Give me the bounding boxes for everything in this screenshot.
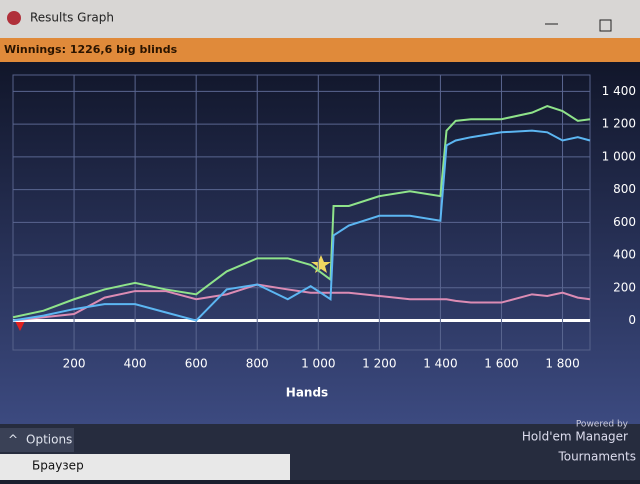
tournaments: Tournaments (557, 450, 636, 464)
app-icon (7, 11, 21, 25)
options-button[interactable] (0, 428, 74, 452)
plot-border (12, 74, 591, 351)
chart-area (0, 62, 640, 424)
x-tick-label: 1 200 (362, 357, 396, 371)
x-tick-label: 800 (246, 357, 269, 371)
series-line (12, 283, 591, 322)
options-caret: ^ (8, 433, 18, 447)
star-marker (311, 255, 331, 273)
powered-by: Powered by (576, 420, 629, 430)
x-tick-label: 200 (63, 357, 86, 371)
x-tick-label: 600 (185, 357, 208, 371)
x-tick-label: 1 600 (484, 357, 518, 371)
y-tick-label: 400 (613, 248, 636, 262)
y-tick-label: 1 400 (602, 84, 636, 98)
series-line (12, 129, 591, 322)
taskbar-item[interactable]: Браузер (32, 459, 84, 473)
series-line (12, 105, 591, 319)
winnings-text: Winnings: 1226,6 big blinds (4, 43, 178, 56)
y-tick-label: 800 (613, 182, 636, 196)
x-tick-label: 400 (124, 357, 147, 371)
brand: Hold'em Manager (522, 430, 628, 444)
y-tick-label: 1 200 (602, 117, 636, 131)
y-tick-label: 600 (613, 215, 636, 229)
options-label[interactable]: Options (26, 433, 72, 447)
x-tick-label: 1 800 (545, 357, 579, 371)
taskbar (0, 454, 290, 480)
start-marker (15, 321, 25, 331)
y-tick-label: 1 000 (602, 149, 636, 163)
maximize-button[interactable] (599, 19, 612, 32)
window-title: Results Graph (30, 11, 114, 25)
x-axis-title: Hands (286, 386, 328, 400)
x-tick-label: 1 400 (423, 357, 457, 371)
y-tick-label: 200 (613, 280, 636, 294)
winnings-bar (0, 38, 640, 62)
title-bar (0, 0, 640, 38)
y-tick-label: 0 (628, 313, 636, 327)
x-tick-label: 1 000 (301, 357, 335, 371)
